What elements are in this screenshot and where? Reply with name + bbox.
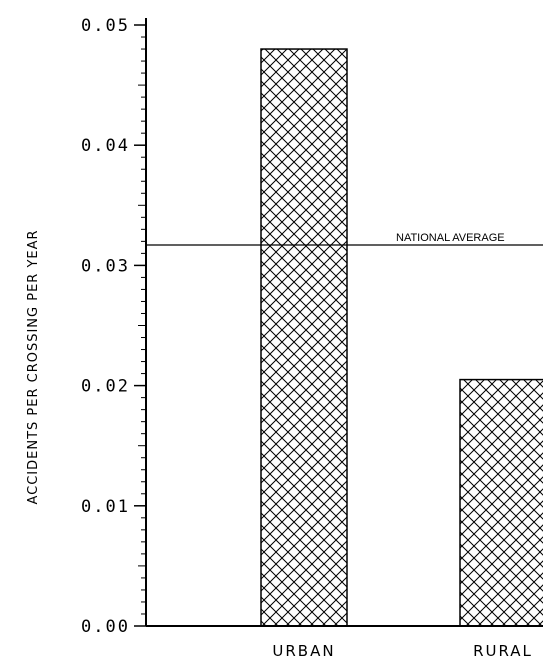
y-axis-ticks: 0.00 0.01 0.02 0.03 0.04 0.05 [81,16,146,637]
y-tick-label: 0.05 [81,16,130,36]
category-labels: URBAN RURAL [272,642,533,660]
category-label-rural: RURAL [473,642,533,660]
y-tick-label: 0.00 [81,617,130,637]
bar-rural [459,378,543,627]
bar-urban [260,48,348,627]
y-tick-label: 0.03 [81,256,130,276]
y-tick-label: 0.02 [81,377,130,397]
y-tick-label: 0.01 [81,497,130,517]
national-average-label: NATIONAL AVERAGE [396,232,505,244]
category-label-urban: URBAN [272,642,335,660]
y-tick-label: 0.04 [81,136,130,156]
bars [260,48,543,627]
y-axis-title: ACCIDENTS PER CROSSING PER YEAR [26,229,41,504]
